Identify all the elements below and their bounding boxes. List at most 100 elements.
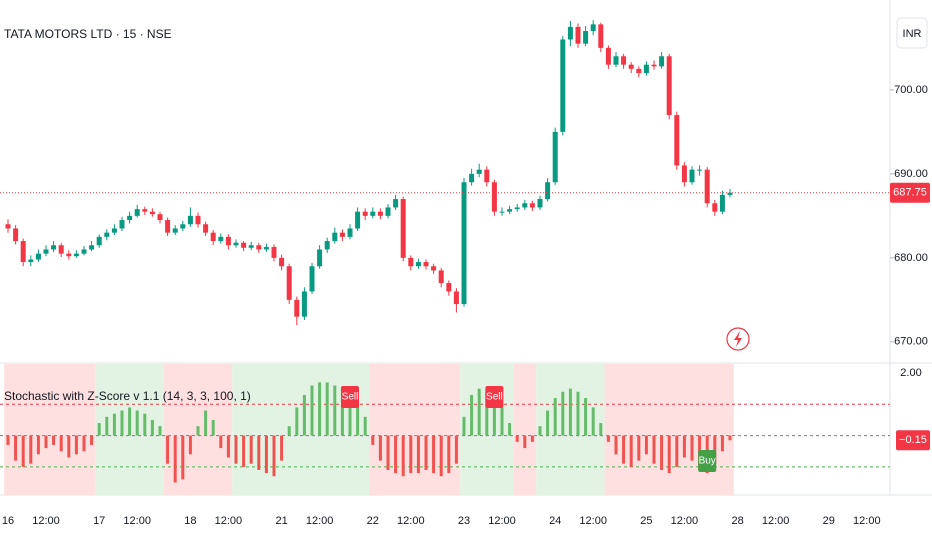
x-tick-label: 12:00 xyxy=(762,515,790,527)
candle-body xyxy=(180,224,186,229)
zone xyxy=(4,364,96,495)
histogram-bar xyxy=(204,410,208,436)
histogram-bar xyxy=(196,426,200,436)
candle-body xyxy=(469,173,475,183)
histogram-bar xyxy=(523,435,527,449)
histogram-bar xyxy=(74,435,78,455)
candle-body xyxy=(674,115,680,166)
candle-body xyxy=(347,228,353,237)
x-tick-label: 18 xyxy=(184,515,196,527)
candle-body xyxy=(149,211,155,215)
histogram-bar xyxy=(652,435,656,464)
candle-body xyxy=(127,215,133,221)
histogram-bar xyxy=(561,391,565,436)
candle-body xyxy=(514,207,520,210)
x-tick-label: 29 xyxy=(823,515,835,527)
histogram-bar xyxy=(356,401,360,436)
candle-body xyxy=(529,203,535,208)
signal-label: Sell xyxy=(342,392,359,403)
candle-body xyxy=(309,266,315,292)
histogram-bar xyxy=(386,435,390,470)
histogram-bar xyxy=(181,435,185,480)
x-tick-label: 22 xyxy=(367,515,379,527)
histogram-bar xyxy=(553,398,557,436)
histogram-bar xyxy=(515,435,519,442)
histogram-bar xyxy=(280,435,284,461)
histogram-bar xyxy=(568,388,572,436)
histogram-bar xyxy=(720,435,724,452)
histogram-bar xyxy=(348,394,352,436)
signal-box xyxy=(485,386,504,408)
candle-body xyxy=(697,169,703,171)
candle-body xyxy=(681,165,687,183)
value-label-box xyxy=(896,430,930,451)
candle-body xyxy=(643,64,649,74)
candle-body xyxy=(613,56,619,65)
candle-body xyxy=(605,47,611,65)
y-tick-label: 2.00 xyxy=(900,367,921,379)
histogram-bar xyxy=(644,435,648,455)
histogram-bar xyxy=(333,385,337,436)
x-tick-label: 16 xyxy=(2,515,14,527)
histogram-bar xyxy=(44,435,48,449)
candle-body xyxy=(187,215,193,225)
histogram-bar xyxy=(158,426,162,436)
histogram-bar xyxy=(29,435,33,464)
histogram-bar xyxy=(6,435,10,445)
candle-body xyxy=(5,224,11,229)
candle-body xyxy=(545,182,551,200)
candle-body xyxy=(461,182,467,305)
lightning-icon[interactable] xyxy=(726,327,750,351)
last-price-box xyxy=(890,182,930,203)
histogram-bar xyxy=(424,435,428,470)
candle-body xyxy=(560,39,566,132)
y-tick-label: 680.00 xyxy=(894,252,928,264)
histogram-bar xyxy=(462,416,466,436)
histogram-bar xyxy=(439,435,443,477)
signal-box xyxy=(341,386,359,408)
x-tick-label: 12:00 xyxy=(579,515,607,527)
histogram-bar xyxy=(667,435,671,474)
histogram-bar xyxy=(295,407,299,436)
histogram-bar xyxy=(728,435,732,441)
candle-body xyxy=(583,31,589,44)
candle-body xyxy=(248,245,254,248)
candle-body xyxy=(317,249,323,267)
candle-body xyxy=(111,228,117,233)
histogram-bar xyxy=(614,435,618,455)
signal-label: Buy xyxy=(699,456,716,467)
candle-body xyxy=(286,266,292,300)
histogram-bar xyxy=(226,435,230,458)
histogram-bar xyxy=(576,391,580,436)
histogram-bar xyxy=(538,426,542,436)
candle-body xyxy=(271,246,277,258)
candle-body xyxy=(35,253,41,260)
histogram-bar xyxy=(150,419,154,436)
histogram-bar xyxy=(112,413,116,436)
candle-body xyxy=(104,232,110,237)
histogram-bar xyxy=(599,423,603,436)
histogram-bar xyxy=(660,435,664,470)
candle-body xyxy=(385,207,391,216)
histogram-bar xyxy=(318,382,322,436)
histogram-bar xyxy=(135,410,139,436)
last-price-label: 687.75 xyxy=(893,187,927,199)
currency-box[interactable] xyxy=(896,17,928,49)
candle-body xyxy=(195,215,201,225)
histogram-bar xyxy=(264,435,268,474)
candle-body xyxy=(81,249,87,254)
histogram-bar xyxy=(401,435,405,477)
zone xyxy=(369,364,461,495)
candle-body xyxy=(355,211,361,229)
candle-body xyxy=(377,211,383,216)
histogram-bar xyxy=(105,416,109,436)
histogram-bar xyxy=(143,413,147,436)
histogram-bar xyxy=(713,435,717,464)
candle-body xyxy=(431,266,437,271)
histogram-bar xyxy=(82,435,86,452)
histogram-bar xyxy=(249,435,253,464)
x-tick-label: 12:00 xyxy=(671,515,699,527)
zone xyxy=(232,364,369,495)
histogram-bar xyxy=(302,394,306,436)
chart-title: TATA MOTORS LTD · 15 · NSE xyxy=(4,27,172,41)
